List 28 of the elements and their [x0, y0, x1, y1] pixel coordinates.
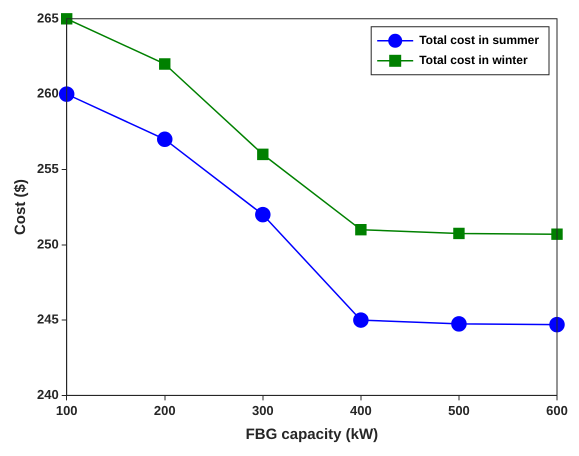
x-tick-label: 500: [448, 402, 470, 418]
point: [453, 228, 465, 240]
y-axis-title: Cost ($): [12, 179, 30, 236]
point: [159, 58, 170, 70]
legend-label: Total cost in summer: [419, 33, 540, 48]
point: [58, 86, 74, 102]
point: [355, 224, 367, 236]
x-tick-label: 300: [252, 402, 274, 418]
point: [60, 13, 72, 24]
point: [551, 228, 563, 240]
y-tick-label: 265: [36, 10, 59, 26]
y-tick-label: 245: [36, 312, 59, 327]
point: [255, 206, 271, 222]
y-tick-label: 255: [36, 161, 59, 176]
point: [157, 132, 172, 148]
x-axis-title: FBG capacity (kW): [246, 426, 378, 444]
y-tick-label: 260: [36, 86, 59, 101]
point: [451, 316, 467, 332]
point: [353, 312, 369, 328]
x-tick-label: 100: [56, 402, 78, 418]
x-tick-label: 600: [546, 402, 568, 418]
point: [549, 316, 565, 332]
x-tick-label: 200: [154, 402, 176, 418]
legend-label: Total cost in winter: [419, 53, 528, 68]
y-tick-label: 240: [36, 386, 59, 402]
x-tick-label: 400: [350, 402, 372, 418]
y-tick-label: 250: [36, 236, 59, 252]
point: [257, 148, 269, 160]
